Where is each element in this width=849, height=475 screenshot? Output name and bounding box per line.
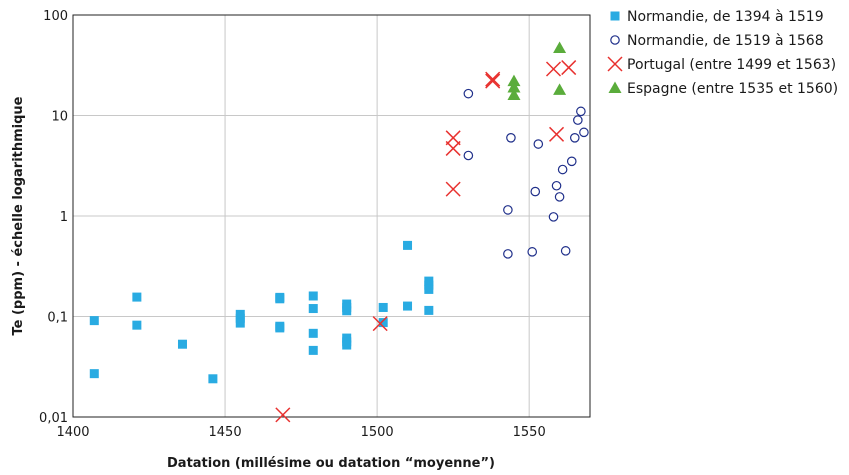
data-point	[566, 156, 577, 167]
data-point	[424, 305, 434, 315]
data-point	[308, 328, 318, 338]
series-2	[463, 88, 589, 259]
x-axis-title: Datation (millésime ou datation “moyenne…	[167, 456, 495, 471]
data-point	[403, 301, 413, 311]
plot-area-border	[72, 14, 591, 418]
data-point	[445, 140, 461, 156]
y-tick-label: 1	[60, 210, 68, 225]
data-point	[463, 88, 474, 99]
legend-marker	[608, 81, 622, 93]
data-point	[561, 60, 577, 76]
data-point	[445, 181, 461, 197]
series-4	[507, 41, 567, 100]
data-point	[89, 369, 99, 379]
data-points	[89, 41, 589, 423]
data-point	[548, 212, 559, 222]
legend-item: Normandie, de 1519 à 1568	[610, 33, 824, 49]
data-point	[275, 407, 291, 423]
data-point	[308, 291, 318, 301]
data-point	[445, 130, 461, 146]
data-point	[549, 126, 565, 142]
data-point	[342, 306, 352, 316]
data-point	[308, 304, 318, 314]
data-point	[89, 316, 99, 326]
y-tick-label: 100	[43, 9, 68, 24]
data-point	[576, 106, 586, 117]
data-point	[530, 186, 541, 197]
legend-label: Portugal (entre 1499 et 1563)	[627, 57, 836, 73]
data-point	[579, 127, 589, 138]
legend-label: Normandie, de 1394 à 1519	[627, 9, 824, 25]
data-point	[132, 292, 142, 302]
data-point	[553, 83, 567, 95]
data-point	[553, 41, 567, 53]
data-point	[503, 205, 513, 215]
legend-label: Espagne (entre 1535 et 1560)	[627, 81, 838, 97]
series-3	[275, 60, 577, 423]
y-tick-label: 0,01	[39, 411, 68, 426]
y-tick-label: 10	[51, 110, 68, 125]
legend-label: Normandie, de 1519 à 1568	[627, 33, 824, 49]
data-point	[507, 88, 521, 100]
data-point	[503, 249, 513, 259]
data-point	[507, 80, 521, 93]
data-point	[485, 71, 501, 87]
series-1	[89, 240, 434, 384]
x-tick-label: 1450	[209, 425, 242, 440]
data-point	[342, 340, 352, 350]
x-tick-label: 1500	[361, 425, 394, 440]
legend-item: Normandie, de 1394 à 1519	[610, 9, 824, 25]
legend-marker	[607, 56, 623, 72]
data-point	[560, 246, 571, 256]
data-point	[507, 74, 521, 87]
data-point	[569, 132, 580, 143]
data-point	[463, 150, 474, 161]
data-point	[275, 294, 285, 304]
legend-marker	[610, 35, 620, 45]
data-point	[554, 192, 565, 202]
legend-marker	[610, 11, 620, 21]
data-point	[485, 73, 501, 89]
y-tick-labels: 0,01 0,1 1 10 100	[39, 9, 68, 426]
y-tick-label: 0,1	[47, 311, 68, 326]
data-point	[551, 180, 562, 191]
data-point	[533, 139, 544, 149]
data-point	[403, 240, 413, 250]
data-point	[235, 313, 245, 323]
data-point	[177, 339, 187, 349]
legend: Normandie, de 1394 à 1519 Normandie, de 1…	[607, 9, 838, 97]
data-point	[424, 284, 434, 294]
legend-item: Portugal (entre 1499 et 1563)	[607, 56, 836, 73]
data-point	[378, 318, 388, 328]
data-point	[308, 345, 318, 355]
data-point	[372, 316, 388, 332]
data-point	[275, 323, 285, 333]
data-point	[506, 132, 516, 143]
data-point	[378, 302, 388, 312]
data-point	[557, 164, 568, 175]
data-point	[527, 247, 538, 257]
x-tick-labels: 1400 1450 1500 1550	[56, 425, 545, 440]
y-axis-title: Te (ppm) - échelle logarithmique	[11, 96, 26, 335]
data-point	[573, 115, 583, 125]
data-point	[235, 318, 245, 328]
data-point	[208, 374, 218, 384]
data-point	[545, 61, 562, 77]
grid	[72, 14, 590, 418]
legend-item: Espagne (entre 1535 et 1560)	[608, 81, 838, 97]
data-point	[132, 320, 142, 330]
x-tick-label: 1550	[513, 425, 546, 440]
x-tick-label: 1400	[56, 425, 89, 440]
